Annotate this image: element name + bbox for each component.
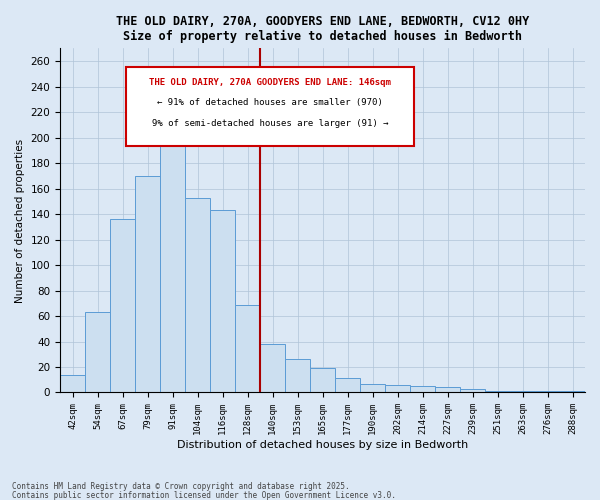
Text: 9% of semi-detached houses are larger (91) →: 9% of semi-detached houses are larger (9… bbox=[152, 119, 388, 128]
Title: THE OLD DAIRY, 270A, GOODYERS END LANE, BEDWORTH, CV12 0HY
Size of property rela: THE OLD DAIRY, 270A, GOODYERS END LANE, … bbox=[116, 15, 529, 43]
Text: THE OLD DAIRY, 270A GOODYERS END LANE: 146sqm: THE OLD DAIRY, 270A GOODYERS END LANE: 1… bbox=[149, 78, 391, 86]
Bar bbox=[310, 368, 335, 392]
Bar bbox=[85, 312, 110, 392]
Bar bbox=[160, 134, 185, 392]
FancyBboxPatch shape bbox=[125, 68, 415, 146]
Text: Contains HM Land Registry data © Crown copyright and database right 2025.: Contains HM Land Registry data © Crown c… bbox=[12, 482, 350, 491]
Bar bbox=[360, 384, 385, 392]
Bar bbox=[435, 388, 460, 392]
Y-axis label: Number of detached properties: Number of detached properties bbox=[15, 138, 25, 302]
Bar bbox=[60, 374, 85, 392]
Bar bbox=[285, 360, 310, 392]
X-axis label: Distribution of detached houses by size in Bedworth: Distribution of detached houses by size … bbox=[177, 440, 468, 450]
Bar bbox=[110, 219, 135, 392]
Bar bbox=[560, 391, 585, 392]
Text: ← 91% of detached houses are smaller (970): ← 91% of detached houses are smaller (97… bbox=[157, 98, 383, 108]
Bar bbox=[485, 391, 510, 392]
Bar bbox=[385, 385, 410, 392]
Bar bbox=[235, 304, 260, 392]
Bar bbox=[210, 210, 235, 392]
Bar bbox=[410, 386, 435, 392]
Bar bbox=[135, 176, 160, 392]
Bar bbox=[510, 391, 535, 392]
Bar bbox=[535, 391, 560, 392]
Bar bbox=[335, 378, 360, 392]
Bar bbox=[185, 198, 210, 392]
Bar bbox=[260, 344, 285, 393]
Bar bbox=[460, 388, 485, 392]
Text: Contains public sector information licensed under the Open Government Licence v3: Contains public sector information licen… bbox=[12, 490, 396, 500]
